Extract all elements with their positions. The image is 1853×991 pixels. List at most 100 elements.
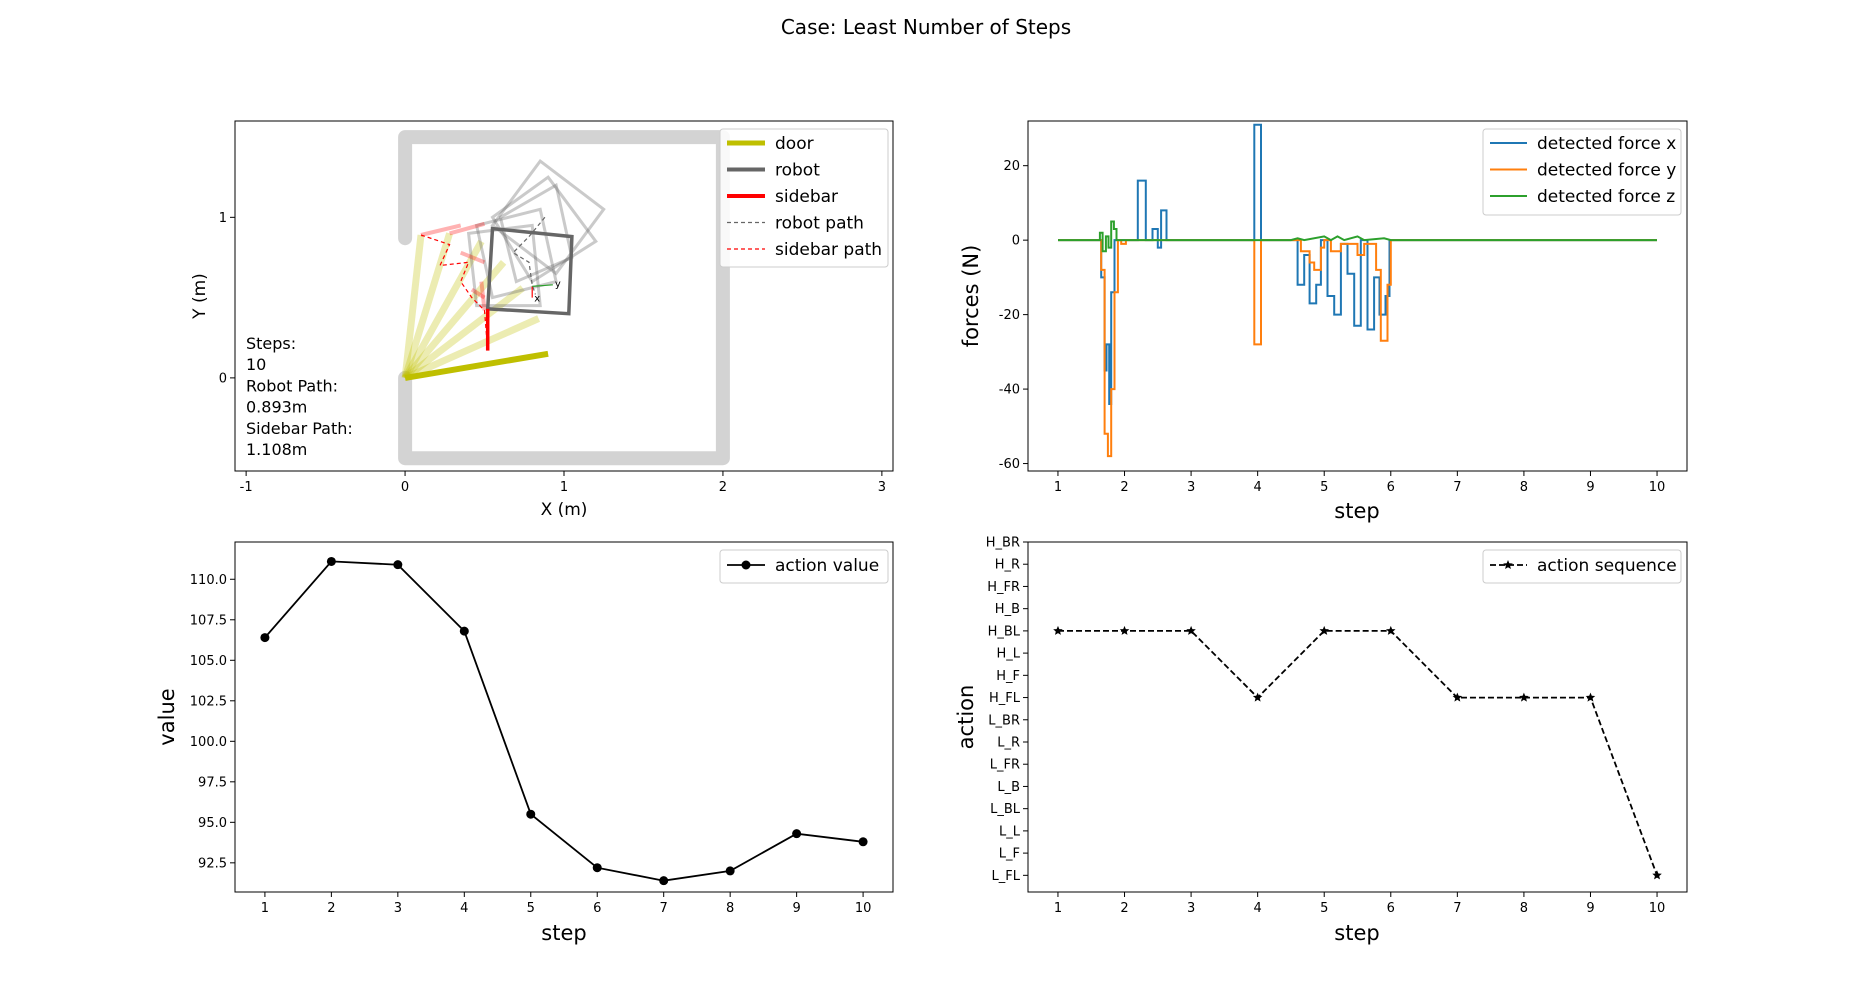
data-point (459, 626, 469, 636)
forces-xlabel: step (1334, 499, 1379, 523)
sidebar-history (420, 223, 462, 237)
frame-y-axis (532, 284, 553, 287)
y-tick-label: H_BL (988, 624, 1021, 639)
data-point (1186, 625, 1196, 635)
legend-frame (1482, 128, 1682, 216)
robot-history (466, 223, 542, 308)
y-tick-label: L_R (997, 736, 1020, 751)
legend-label: sidebar (775, 187, 838, 207)
y-tick-label: 102.5 (190, 694, 227, 709)
legend-label: action value (775, 556, 879, 576)
x-tick-label: 9 (1586, 901, 1594, 916)
data-point (1319, 625, 1329, 635)
x-tick-label: 3 (394, 901, 402, 916)
y-tick-label: L_BR (988, 713, 1020, 728)
robot-history (490, 158, 606, 276)
x-tick-label: 1 (261, 901, 269, 916)
action-sequence-marks (1053, 625, 1662, 880)
x-tick-label: 10 (1649, 480, 1666, 495)
workspace-legend: door robot sidebar robot path sidebar path (719, 128, 889, 268)
y-tick-label: L_FR (990, 758, 1020, 773)
y-tick-label: 0 (219, 371, 227, 386)
action-sequence-ylabel: action (954, 685, 978, 750)
data-point (592, 863, 602, 873)
annotation-line: 10 (246, 355, 266, 374)
door-history (401, 232, 453, 379)
data-point (1452, 692, 1463, 702)
data-point (1252, 692, 1263, 702)
action-value-plot: 1 2 3 4 5 6 7 8 9 10 92.5 95.0 97.5 100.0 102.5 105.0 10… (155, 541, 894, 945)
data-point (526, 809, 536, 819)
workspace-plot-frame (234, 120, 894, 472)
y-tick-label: -40 (999, 383, 1020, 398)
door-final (404, 350, 549, 381)
x-tick-label: 9 (1586, 480, 1594, 495)
data-point (1386, 625, 1396, 635)
workspace-marks: xy (398, 130, 730, 466)
door-history (402, 260, 507, 381)
series-line (1058, 630, 1658, 876)
x-tick-label: 1 (1054, 901, 1062, 916)
x-tick-label: 6 (593, 901, 601, 916)
legend-label: action sequence (1537, 556, 1677, 576)
legend-frame (1482, 549, 1682, 584)
x-tick-label: 5 (1320, 480, 1328, 495)
data-point (792, 829, 802, 839)
y-tick-label: 97.5 (198, 775, 227, 790)
x-tick-label: 5 (527, 901, 535, 916)
y-tick-label: H_R (995, 558, 1020, 573)
workspace-xlabel: X (m) (541, 500, 588, 520)
x-tick-label: 2 (1120, 901, 1128, 916)
x-tick-label: 4 (460, 901, 468, 916)
data-point (858, 837, 868, 847)
y-tick-label: 100.0 (190, 735, 227, 750)
x-tick-label: 1 (560, 480, 568, 495)
y-tick-label: H_FL (989, 691, 1021, 706)
y-tick-label: 0 (1012, 234, 1020, 249)
sidebar-history (459, 250, 486, 265)
action-sequence-xlabel: step (1334, 921, 1379, 945)
action-value-plot-frame (234, 541, 894, 893)
x-tick-label: 3 (1187, 901, 1195, 916)
x-tick-label: 6 (1387, 480, 1395, 495)
x-tick-label: 2 (719, 480, 727, 495)
action-value-marks (260, 556, 868, 886)
robot-final (485, 226, 574, 316)
action-value-ticks: 1 2 3 4 5 6 7 8 9 10 92.5 95.0 97.5 100.0 102.5 105.0 10… (190, 573, 872, 916)
sidebar-path (420, 234, 489, 351)
data-point (725, 866, 735, 876)
action-value-legend: action value (719, 549, 889, 584)
action-value-ylabel: value (155, 688, 179, 745)
legend-label: robot (775, 161, 820, 181)
y-tick-label: 92.5 (198, 856, 227, 871)
workspace-ticks: -1 0 1 2 3 0 1 (219, 211, 886, 495)
sidebar-history (470, 287, 486, 300)
y-tick-label: H_FR (987, 580, 1020, 595)
series-line (1058, 239, 1657, 458)
annotation-line: Steps: (246, 334, 296, 353)
x-tick-label: 10 (855, 901, 872, 916)
legend-label: detected force z (1537, 187, 1675, 207)
y-tick-label: 107.5 (190, 613, 227, 628)
x-tick-label: 8 (1520, 901, 1528, 916)
data-point (1519, 692, 1529, 702)
x-tick-label: 3 (878, 480, 886, 495)
x-tick-label: 7 (1453, 480, 1461, 495)
figure-title: Case: Least Number of Steps (781, 15, 1071, 39)
legend-marker (741, 560, 751, 570)
forces-plot-frame (1027, 120, 1688, 472)
forces-ticks: 1 2 3 4 5 6 7 8 9 10 -60 -40 -20 0 20 (999, 159, 1666, 495)
forces-marks (1058, 123, 1657, 458)
y-tick-label: 105.0 (190, 654, 227, 669)
x-tick-label: 9 (792, 901, 800, 916)
data-point (1119, 625, 1130, 635)
legend-frame (719, 549, 889, 584)
annotation-line: 1.108m (246, 440, 307, 459)
action-sequence-plot: 1 2 3 4 5 6 7 8 9 10 L_FL L_F L_L L_BL L_B L_FR L_R L_BR H… (954, 536, 1688, 945)
annotation-line: Robot Path: (246, 376, 338, 395)
legend-frame (719, 128, 889, 268)
action-sequence-legend: action sequence (1482, 549, 1682, 584)
y-tick-label: L_F (999, 847, 1020, 862)
legend-label: detected force y (1537, 161, 1676, 181)
